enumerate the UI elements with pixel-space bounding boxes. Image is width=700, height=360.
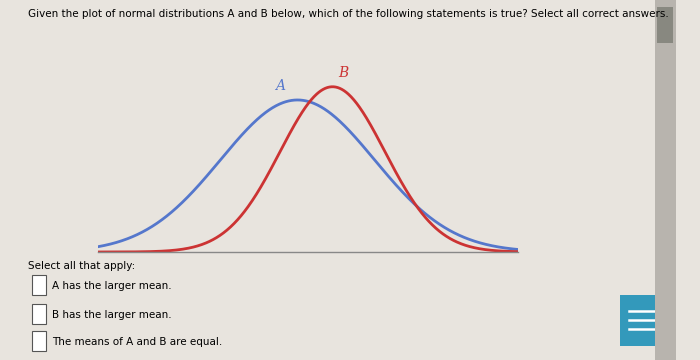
Text: A has the larger mean.: A has the larger mean.	[52, 281, 172, 291]
Text: B: B	[338, 66, 348, 80]
Text: Given the plot of normal distributions A and B below, which of the following sta: Given the plot of normal distributions A…	[28, 9, 668, 19]
Text: A: A	[275, 79, 285, 93]
Text: The means of A and B are equal.: The means of A and B are equal.	[52, 337, 223, 347]
FancyBboxPatch shape	[657, 7, 673, 43]
Text: B has the larger mean.: B has the larger mean.	[52, 310, 172, 320]
Text: Select all that apply:: Select all that apply:	[28, 261, 135, 271]
